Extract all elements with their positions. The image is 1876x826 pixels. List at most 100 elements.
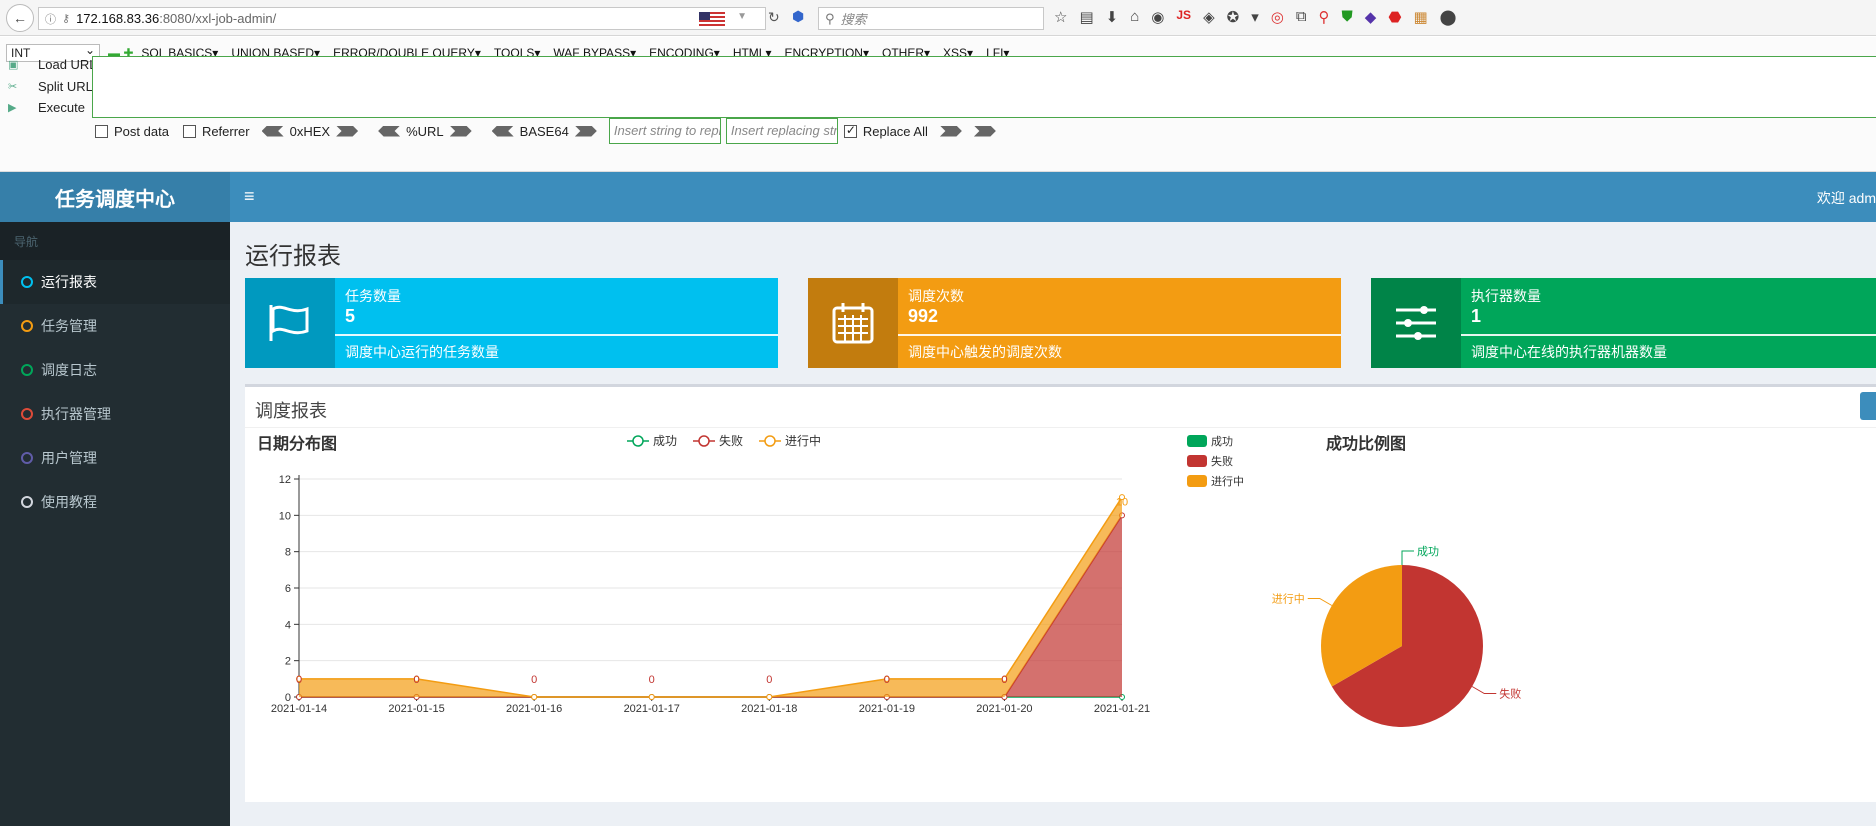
palette-icon[interactable]: ✪ (1226, 9, 1240, 26)
sidebar-item-users[interactable]: 用户管理 (0, 436, 230, 480)
sidebar-item-label: 执行器管理 (41, 406, 111, 422)
addon-red-icon[interactable]: ◎ (1270, 9, 1284, 26)
data-label: 0 (414, 674, 420, 686)
url-encode-icon[interactable] (449, 125, 472, 137)
hex-encode-icon[interactable] (336, 125, 359, 137)
hex-label: 0xHEX (289, 123, 331, 139)
legend-marker (632, 435, 644, 447)
menu-toggle-icon[interactable]: ≡ (244, 186, 255, 206)
url-decode-icon[interactable] (378, 125, 401, 137)
search-input[interactable]: ⚲ 搜索 (818, 7, 1044, 30)
legend-label: 进行中 (1211, 475, 1244, 488)
us-flag-icon[interactable] (699, 12, 725, 26)
sidebar-item-jobs[interactable]: 任务管理 (0, 304, 230, 348)
back-button[interactable]: ← (6, 3, 34, 32)
split-url-button[interactable]: ✂ Split URL (8, 79, 93, 94)
reload-icon[interactable]: ↻ (768, 9, 780, 25)
reader-icon[interactable]: ▤ (1079, 9, 1094, 26)
replace-go-icon[interactable] (939, 125, 962, 137)
page-title: 运行报表 (245, 243, 341, 270)
execute-button[interactable]: ▶ Execute (8, 100, 85, 115)
series-point (1001, 675, 1008, 682)
data-label: 0 (531, 674, 537, 686)
sidebar-item-executors[interactable]: 执行器管理 (0, 392, 230, 436)
app-logo[interactable]: 任务调度中心 (0, 172, 230, 222)
address-bar[interactable]: ⓘ ⚷ 172.168.83.36 :8080/xxl-job-admin/ ▼ (38, 7, 766, 30)
info-box-jobs: 任务数量 5 调度中心运行的任务数量 (245, 278, 778, 368)
replace-next-icon[interactable] (973, 125, 996, 137)
info-box-progress (898, 334, 1341, 336)
legend-marker (764, 435, 776, 447)
dropdown-icon[interactable]: ▾ (1251, 9, 1259, 26)
account-icon[interactable]: ◉ (1151, 9, 1165, 26)
y-tick-label: 0 (285, 692, 291, 704)
zoom-icon[interactable]: ⚲ (1318, 9, 1330, 26)
info-box-executors: 执行器数量 1 调度中心在线的执行器机器数量 (1371, 278, 1876, 368)
series-area (299, 497, 1122, 697)
legend-label: 失败 (719, 433, 743, 448)
home-icon[interactable]: ⌂ (1130, 8, 1140, 25)
load-url-icon: ▣ (8, 59, 19, 71)
series-point (766, 694, 773, 700)
series-line (299, 496, 1123, 698)
circle-icon (21, 276, 33, 288)
base64-decode-icon[interactable] (491, 125, 514, 137)
download-icon[interactable]: ⬇ (1105, 9, 1119, 26)
execute-icon: ▶ (8, 102, 17, 114)
chevron-down-icon[interactable]: ▼ (737, 11, 747, 22)
referrer-label: Referrer (201, 123, 250, 139)
adblock-icon[interactable]: ⬣ (1388, 9, 1402, 26)
y-tick-label: 2 (285, 656, 291, 668)
data-label: 0 (649, 674, 655, 686)
sidebar-item-logs[interactable]: 调度日志 (0, 348, 230, 392)
replace-all-checkbox[interactable] (843, 123, 857, 138)
sidebar-item-tutorial[interactable]: 使用教程 (0, 480, 230, 524)
js-icon[interactable]: JS (1176, 8, 1192, 22)
shield-icon[interactable]: ⬢ (792, 8, 805, 24)
sidebar-item-label: 运行报表 (41, 274, 97, 290)
load-url-button[interactable]: ▣ Load URL (8, 57, 97, 72)
flag-icon (245, 278, 335, 368)
app-icon[interactable]: ⬤ (1439, 9, 1457, 26)
referrer-checkbox[interactable] (182, 124, 196, 138)
base64-label: BASE64 (519, 123, 569, 139)
series-point (296, 675, 302, 682)
w-extension-icon[interactable]: ⛊ (1341, 8, 1353, 25)
post-data-label: Post data (114, 123, 169, 139)
star-icon[interactable]: ☆ (1054, 9, 1068, 26)
box-title: 调度报表 (255, 401, 327, 421)
info-box-number: 1 (1471, 306, 1482, 326)
circle-icon (21, 320, 33, 332)
encoding-select[interactable]: INT (6, 42, 100, 62)
post-data-checkbox[interactable] (95, 124, 108, 138)
replace-all-label: Replace All (862, 123, 928, 139)
welcome-user[interactable]: 欢迎 adm (1816, 190, 1876, 206)
y-tick-label: 4 (285, 619, 291, 631)
x-tick-label: 2021-01-21 (1094, 703, 1150, 715)
pie-leader (1401, 550, 1414, 565)
replace-string-input[interactable]: Insert string to replace (608, 118, 721, 144)
legend-marker (698, 435, 710, 447)
x-tick-label: 2021-01-19 (859, 703, 915, 715)
grid-icon[interactable]: ▦ (1413, 9, 1428, 26)
replacing-string-input[interactable]: Insert replacing string (725, 118, 838, 144)
pie-leader (1471, 686, 1497, 694)
base64-encode-icon[interactable] (574, 125, 597, 137)
y-tick-label: 12 (279, 474, 291, 486)
window-icon[interactable]: ⧉ (1295, 8, 1307, 25)
line-chart-legend: 成功 失败 进行中 (627, 433, 821, 448)
sidebar-item-label: 调度日志 (41, 362, 97, 378)
y-tick-label: 10 (279, 510, 291, 522)
hex-decode-icon[interactable] (261, 125, 284, 137)
extension-icon[interactable]: ◈ (1203, 9, 1215, 26)
hackbar-url-textarea[interactable] (92, 56, 1876, 118)
sidebar-item-report[interactable]: 运行报表 (0, 260, 230, 304)
info-icon[interactable]: ⓘ (45, 13, 56, 26)
data-label: 0 (1001, 674, 1007, 686)
legend-label: 进行中 (785, 433, 821, 448)
date-range-button[interactable] (1860, 392, 1876, 420)
hackbar-panel: INT ▬ ✚ SQL BASICS▾ UNION BASED▾ ERROR/D… (0, 37, 1876, 172)
url-path: :8080/xxl-job-admin/ (159, 11, 277, 26)
diamond-icon[interactable]: ◆ (1364, 9, 1377, 26)
